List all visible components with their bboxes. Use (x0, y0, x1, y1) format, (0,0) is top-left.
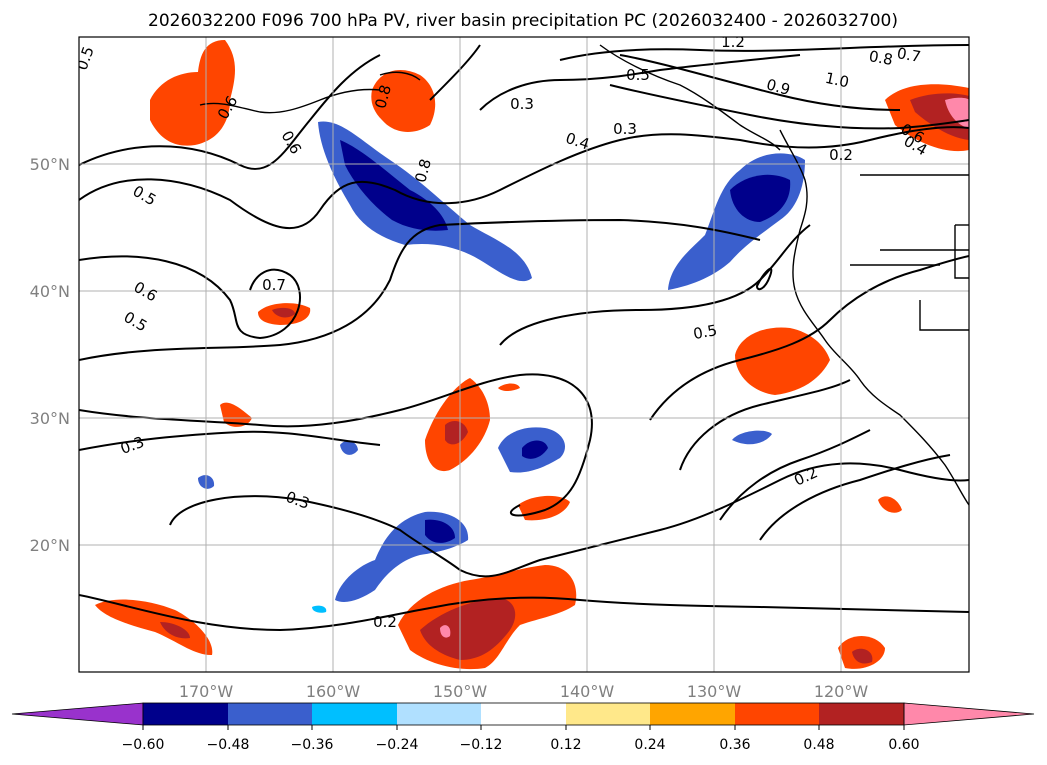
contour-label: 0.7 (262, 276, 286, 294)
lat-tick-labels: 50°N 40°N 30°N 20°N (30, 155, 70, 555)
contour-label: 0.8 (371, 83, 395, 111)
pos-anomaly-ca (735, 327, 830, 395)
pos-anomaly-small-a (220, 402, 252, 427)
lat-label-50n: 50°N (30, 155, 70, 174)
lon-label-140w: 140°W (560, 682, 615, 701)
chart-title: 2026032200 F096 700 hPa PV, river basin … (148, 11, 898, 31)
pos-anomaly-aleutian-west (150, 40, 235, 146)
contour-label: 0.7 (896, 44, 923, 66)
gridlines (79, 37, 969, 672)
contour-label: 0.2 (829, 146, 853, 164)
contour-label: 0.2 (373, 613, 397, 631)
neg-anomaly-pnw-core (730, 174, 791, 222)
contour-label: 0.8 (411, 157, 435, 185)
lon-label-160w: 160°W (306, 682, 361, 701)
colorbar-tick-label: 0.36 (719, 737, 750, 753)
pos-anomaly-subtrop-core (420, 598, 516, 660)
neg-anomaly-hawaii-core (425, 519, 455, 543)
colorbar-segment (735, 703, 819, 725)
colorbar-tick-label: −0.36 (291, 737, 334, 753)
contour-label: 0.8 (868, 47, 895, 69)
colorbar: −0.60 −0.48 −0.36 −0.24 −0.12 0.12 0.24 … (11, 702, 1035, 753)
map-frame (78, 36, 970, 673)
colorbar-tick-label: 0.60 (888, 737, 919, 753)
colorbar-segment (228, 703, 312, 725)
pos-anomaly-alaska (371, 70, 436, 132)
contour-label: 1.0 (823, 69, 850, 92)
lon-tick-labels: 170°W 160°W 150°W 140°W 130°W 120°W (179, 682, 869, 701)
lat-label-40n: 40°N (30, 282, 70, 301)
neg-anomaly-gulf-alaska-core (340, 140, 448, 231)
neg-anomaly-small-1 (340, 440, 358, 455)
colorbar-tick-label: −0.12 (460, 737, 503, 753)
contour-label: 0.3 (613, 120, 637, 138)
colorbar-tick-label: −0.48 (207, 737, 250, 753)
lon-label-120w: 120°W (814, 682, 869, 701)
contour-label: 0.5 (626, 66, 650, 84)
pos-anomaly-sw-corner (95, 599, 213, 656)
lat-label-20n: 20°N (30, 536, 70, 555)
pos-anomaly-small-e (498, 383, 520, 391)
colorbar-extend-high (903, 702, 1035, 726)
pos-anomaly-small-d (878, 496, 902, 513)
colorbar-segment (819, 703, 904, 725)
pos-anomaly-small-c-core (852, 648, 873, 664)
colorbar-tick-label: −0.60 (122, 737, 165, 753)
colorbar-tick-label: 0.48 (803, 737, 834, 753)
colorbar-segment (397, 703, 481, 725)
colorbar-segment (650, 703, 735, 725)
pos-anomaly-30n-core (445, 420, 468, 445)
lon-label-150w: 150°W (433, 682, 488, 701)
colorbar-segment (312, 703, 397, 725)
pv-contours (79, 44, 969, 632)
colorbar-tick-label: −0.24 (376, 737, 419, 753)
neg-anomaly-small-4 (312, 605, 327, 613)
pos-anomaly-40n-west-core (272, 307, 295, 318)
lon-label-170w: 170°W (179, 682, 234, 701)
pos-anomaly-sw-corner-core (160, 622, 190, 639)
contour-label: 0.5 (692, 321, 719, 343)
colorbar-tick-label: 0.24 (634, 737, 665, 753)
colorbar-tick-label: 0.12 (550, 737, 581, 753)
colorbar-segment (481, 703, 566, 725)
contour-label: 1.2 (721, 33, 745, 51)
lon-label-130w: 130°W (687, 682, 742, 701)
colorbar-extend-low (11, 702, 144, 726)
neg-anomaly-mid-core (522, 440, 548, 459)
colorbar-segment (143, 703, 228, 725)
contour-label: 0.9 (764, 75, 792, 99)
pos-anomaly-subtrop-peak (440, 625, 451, 638)
contour-label: 0.3 (510, 95, 534, 113)
colorbar-segment (566, 703, 650, 725)
coastlines (199, 44, 969, 506)
neg-anomaly-small-3 (732, 430, 772, 445)
lat-label-30n: 30°N (30, 409, 70, 428)
